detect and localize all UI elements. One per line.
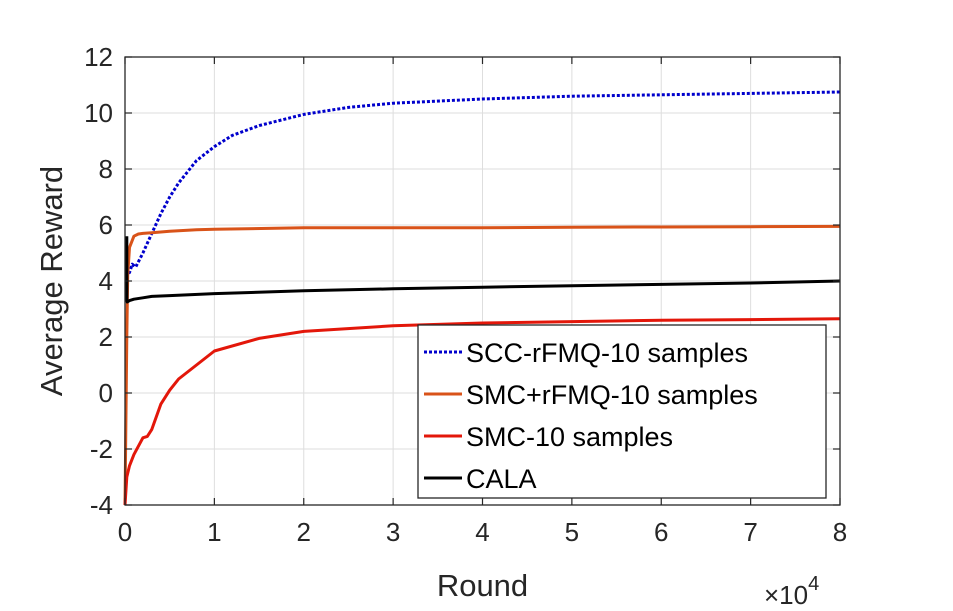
x-tick-label: 1 <box>207 517 221 547</box>
x-tick-label: 0 <box>118 517 132 547</box>
y-tick-label: 0 <box>99 378 113 408</box>
x-axis-exponent: ×104 <box>764 573 819 610</box>
legend-entry: SCC-rFMQ-10 samples <box>466 338 748 368</box>
legend-box <box>417 324 827 499</box>
x-tick-label: 8 <box>833 517 847 547</box>
x-axis-label: Round <box>437 568 528 603</box>
y-tick-label: 6 <box>99 210 113 240</box>
y-tick-label: -4 <box>90 490 113 520</box>
x-tick-label: 7 <box>743 517 757 547</box>
x-axis-exponent-power: 4 <box>808 573 819 595</box>
x-axis-exponent-base: ×10 <box>764 580 808 610</box>
legend: SCC-rFMQ-10 samples SMC+rFMQ-10 samples SM… <box>417 324 827 499</box>
series-line-scc-rfmq-10-samples <box>125 90 841 275</box>
x-tick-label: 5 <box>565 517 579 547</box>
legend-entry: CALA <box>466 464 537 494</box>
legend-entry: SMC-10 samples <box>466 422 673 452</box>
y-tick-label: 8 <box>99 154 113 184</box>
series-line-smc-10-samples <box>123 317 841 506</box>
x-tick-label: 6 <box>654 517 668 547</box>
y-axis-label: Average Reward <box>34 166 69 396</box>
y-tick-label: 4 <box>99 266 113 296</box>
legend-entry: SMC+rFMQ-10 samples <box>466 380 758 410</box>
x-tick-label: 3 <box>386 517 400 547</box>
y-tick-label: 2 <box>99 322 113 352</box>
x-tick-label: 2 <box>297 517 311 547</box>
series-line-cala <box>125 236 841 304</box>
y-tick-label: 10 <box>84 98 113 128</box>
y-tick-label: 12 <box>84 42 113 72</box>
y-tick-label: -2 <box>90 434 113 464</box>
x-tick-label: 4 <box>475 517 489 547</box>
series-layer <box>123 90 841 506</box>
